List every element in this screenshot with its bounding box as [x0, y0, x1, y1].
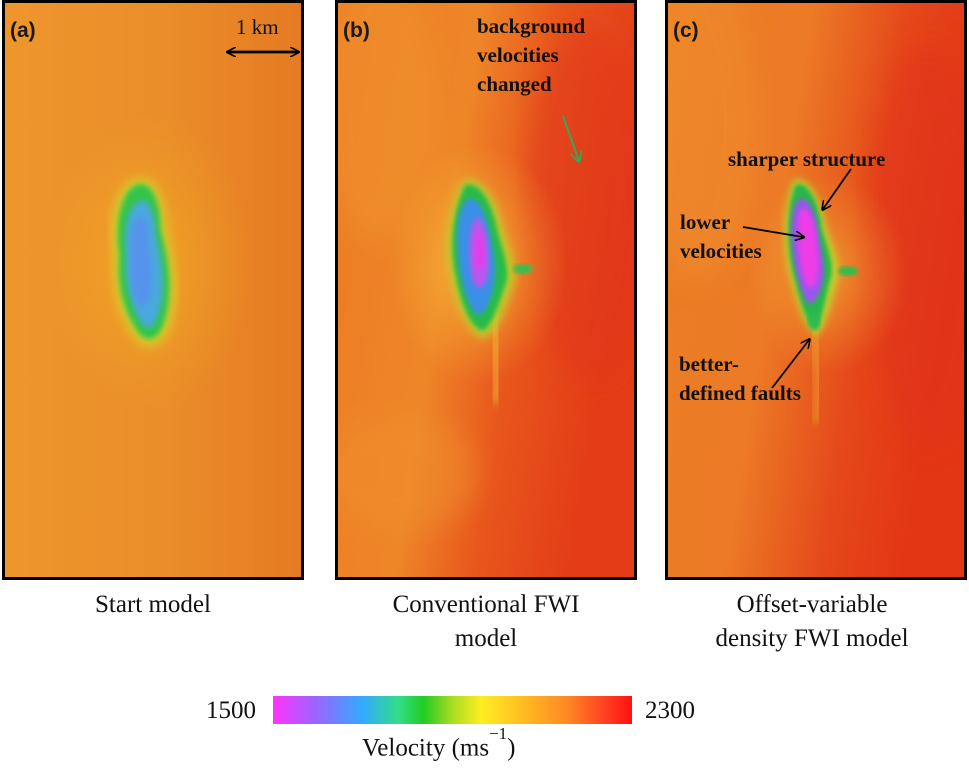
caption-line: model [454, 625, 518, 652]
annotation-line: velocities [477, 43, 559, 67]
caption-line: Start model [95, 591, 211, 618]
panel-label-b: (b) [343, 19, 370, 42]
caption-line: density FWI model [715, 625, 909, 652]
annotation-line: changed [477, 72, 552, 96]
annotation-line: defined faults [679, 381, 801, 405]
panel-a-start-model: (a) 1 km [2, 0, 304, 580]
colorbar-min-label: 1500 [206, 697, 256, 724]
caption-line: Conventional FWI [392, 591, 580, 618]
panel-label-a: (a) [10, 19, 36, 42]
scale-bar-label: 1 km [236, 15, 279, 39]
caption-a: Start model [2, 588, 304, 622]
panel-label-c: (c) [673, 19, 699, 42]
annotation-background-velocities: background velocities changed [477, 12, 585, 99]
panel-b-conventional-fwi: (b) [335, 0, 637, 580]
colorbar-max-label: 2300 [645, 697, 695, 724]
annotation-lower-velocities: lower velocities [680, 208, 762, 266]
conventional-fwi-velocity-map [338, 3, 634, 577]
annotation-line: lower [680, 210, 731, 234]
caption-line: Offset-variable [736, 591, 888, 618]
annotation-line: velocities [680, 239, 762, 263]
start-model-velocity-map [5, 3, 301, 577]
annotation-line: background [477, 14, 586, 38]
velocity-colorbar [273, 696, 632, 724]
annotation-sharper-structure: sharper structure [728, 147, 886, 171]
colorbar-title-close: ) [507, 734, 516, 762]
annotation-better-defined-faults: better- defined faults [679, 350, 801, 408]
offset-variable-fwi-velocity-map [668, 3, 964, 577]
annotation-line: better- [679, 352, 739, 376]
colorbar-title-exponent: −1 [489, 724, 508, 743]
colorbar-title-text: Velocity (ms [362, 734, 490, 762]
caption-c: Offset-variable density FWI model [655, 588, 969, 656]
colorbar-title: Velocity (ms−1) [362, 724, 516, 762]
panel-c-offset-variable-fwi: (c) [665, 0, 967, 580]
caption-b: Conventional FWI model [320, 588, 652, 656]
